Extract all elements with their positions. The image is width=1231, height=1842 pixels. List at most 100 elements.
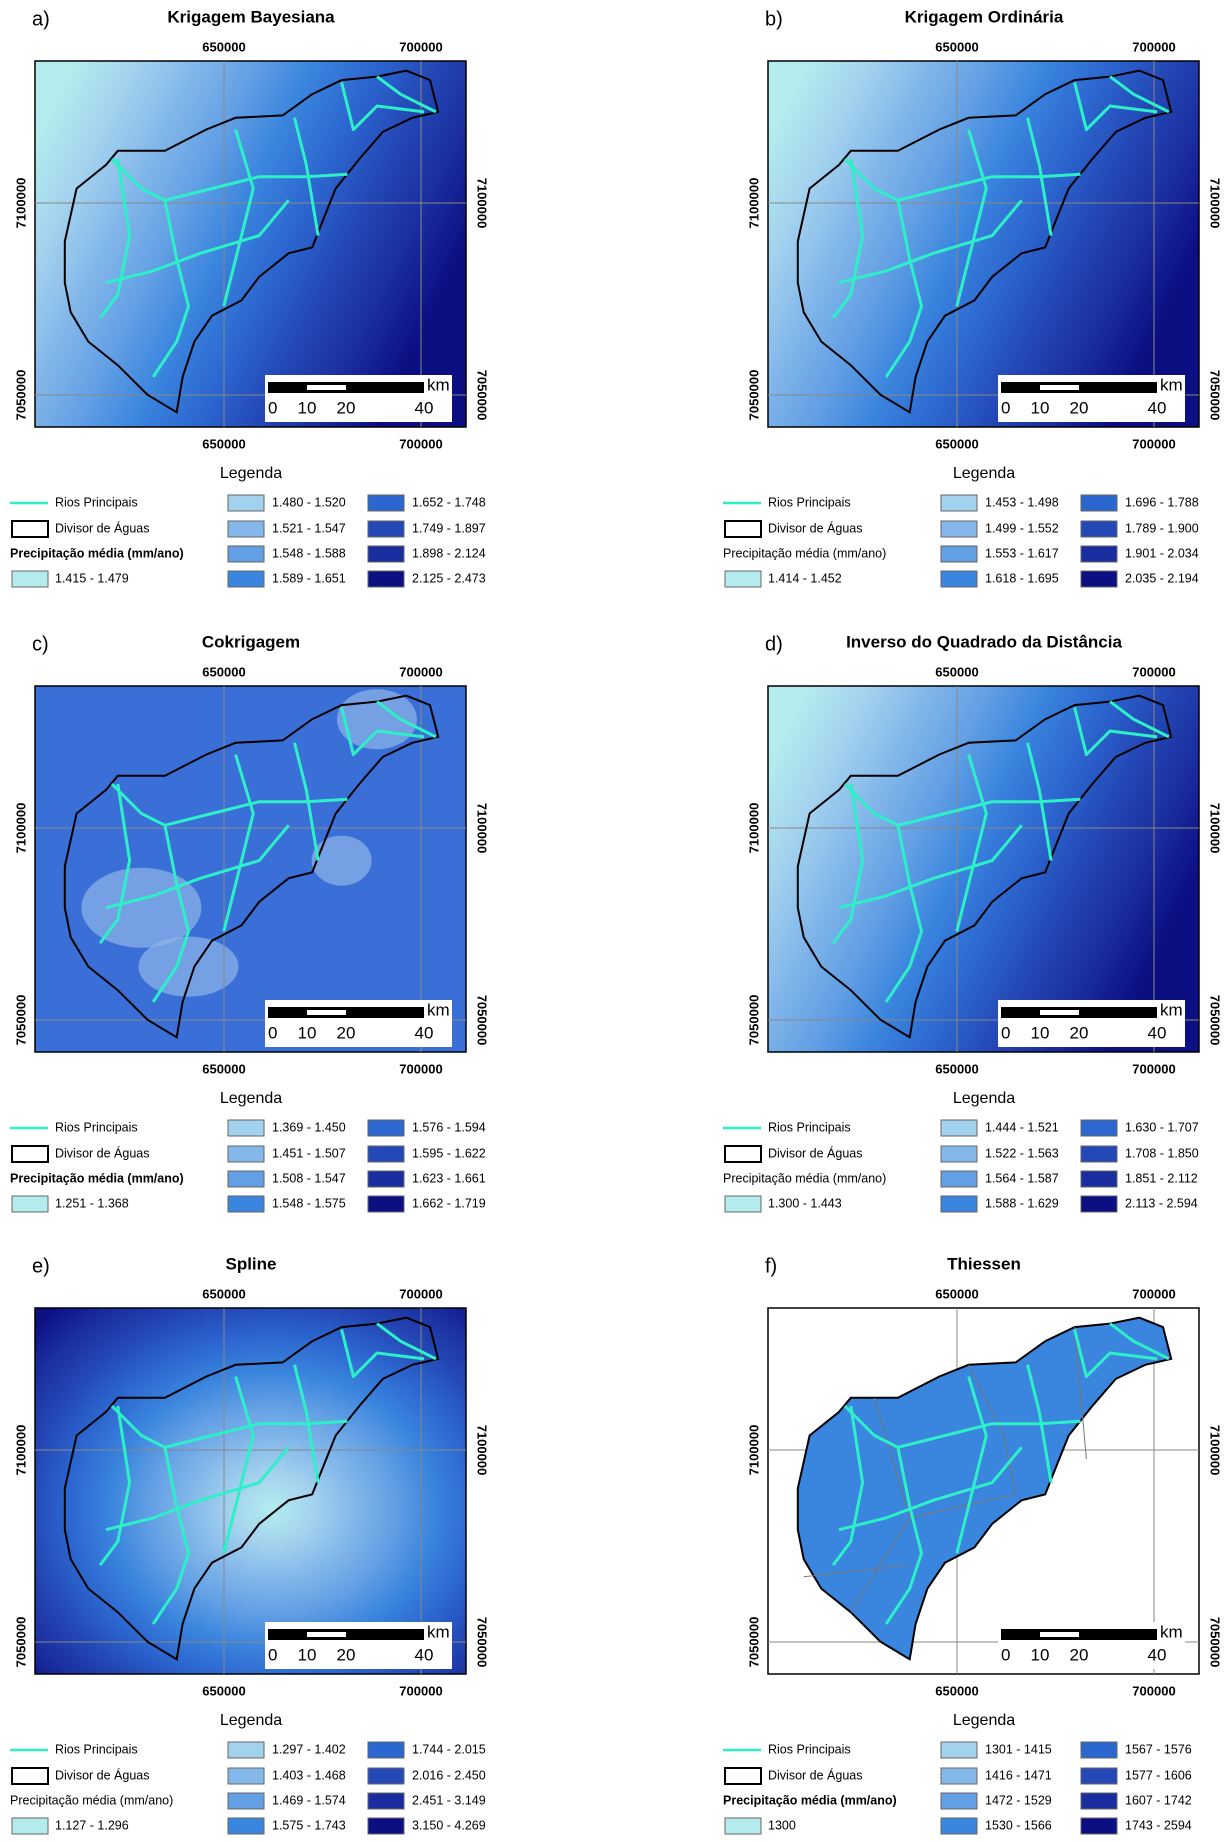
y-tick-label: 7100000: [13, 1425, 28, 1476]
y-tick-label: 7050000: [13, 995, 28, 1046]
legend-swatch: [940, 1792, 978, 1810]
y-tick-label: 7050000: [746, 1617, 761, 1668]
map-title: Spline: [225, 1254, 276, 1273]
map-panel: f) Thiessen 650000 650000 700000 700000 710000…: [723, 1254, 1223, 1835]
legend-label: 1472 - 1529: [985, 1793, 1052, 1807]
legend-swatch: [1080, 1817, 1118, 1835]
legend-swatch: [1080, 1767, 1118, 1785]
x-tick-label: 650000: [935, 664, 978, 679]
legend-swatch: [940, 570, 978, 588]
scale-label: 0: [1001, 1023, 1010, 1042]
legend-label: 2.125 - 2.473: [412, 571, 486, 585]
river: [838, 1446, 1023, 1532]
scale-bar-segment: [307, 385, 346, 390]
river: [340, 707, 425, 757]
legend-label: Rios Principais: [768, 495, 851, 509]
legend-label: Divisor de Águas: [768, 520, 863, 535]
scale-label: 40: [415, 1645, 434, 1664]
river: [110, 782, 348, 827]
river: [843, 157, 1081, 202]
watershed: [796, 69, 1173, 414]
map-blob: [138, 936, 239, 997]
legend-swatch: [724, 1817, 762, 1835]
legend-label: 1607 - 1742: [1125, 1793, 1192, 1807]
legend-label: 1567 - 1576: [1125, 1742, 1192, 1756]
river: [98, 1405, 132, 1567]
panel-letter: b): [765, 8, 783, 30]
scale-unit: km: [1160, 375, 1183, 394]
scale-label: 0: [268, 398, 277, 417]
legend-divide-swatch: [11, 1145, 49, 1163]
river: [222, 1376, 255, 1554]
legend-swatch: [227, 570, 265, 588]
legend-label: Rios Principais: [768, 1120, 851, 1134]
legend-title: Legenda: [220, 1712, 282, 1729]
legend-swatch: [11, 1195, 49, 1213]
scale-label: 10: [298, 1023, 317, 1042]
legend-label: 1.595 - 1.622: [412, 1146, 486, 1160]
y-tick-label: 7100000: [13, 178, 28, 229]
x-tick-label: 650000: [202, 1683, 245, 1698]
legend-swatch: [11, 570, 49, 588]
legend-label: 1.575 - 1.743: [272, 1818, 346, 1832]
legend-swatch: [227, 1741, 265, 1759]
river: [105, 824, 290, 910]
map-title: Inverso do Quadrado da Distância: [846, 632, 1122, 651]
panel-letter: e): [32, 1255, 50, 1277]
map-frame: [34, 60, 467, 428]
river: [838, 199, 1023, 285]
legend-label: 1.789 - 1.900: [1125, 521, 1199, 535]
y-tick-label: 7050000: [746, 370, 761, 421]
legend-label: 2.451 - 3.149: [412, 1793, 486, 1807]
legend-label: Precipitação média (mm/ano): [10, 546, 184, 560]
legend-label: 2.113 - 2.594: [1125, 1196, 1198, 1210]
x-tick-label: 700000: [1132, 436, 1175, 451]
panel-letter: d): [765, 633, 783, 655]
river: [98, 783, 132, 945]
legend-label: 2.016 - 2.450: [412, 1768, 486, 1782]
legend-label: Rios Principais: [55, 1120, 138, 1134]
legend-title: Legenda: [953, 465, 1015, 482]
river: [1109, 1322, 1170, 1361]
legend-label: Divisor de Águas: [55, 520, 150, 535]
legend-label: 1.480 - 1.520: [272, 495, 346, 509]
legend-swatch: [1080, 520, 1118, 538]
legend-label: 1577 - 1606: [1125, 1768, 1192, 1782]
river: [98, 158, 132, 320]
legend-label: Divisor de Águas: [55, 1767, 150, 1782]
legend-label: 2.035 - 2.194: [1125, 571, 1199, 585]
river: [838, 824, 1023, 910]
scale-unit: km: [1160, 1622, 1183, 1641]
scale-bar-segment: [1040, 1010, 1079, 1015]
watershed: [63, 69, 440, 414]
legend-swatch: [227, 1195, 265, 1213]
map-title: Krigagem Bayesiana: [167, 7, 335, 26]
legend-label: 1.451 - 1.507: [272, 1146, 346, 1160]
y-tick-label: 7100000: [475, 1425, 490, 1476]
legend-label: Rios Principais: [55, 1742, 138, 1756]
legend-swatch: [367, 570, 405, 588]
legend-label: 1.499 - 1.552: [985, 521, 1059, 535]
y-tick-label: 7100000: [1208, 803, 1223, 854]
x-tick-label: 650000: [202, 1286, 245, 1301]
legend-label: 1.297 - 1.402: [272, 1742, 346, 1756]
legend: Legenda Rios Principais Divisor de Águas Pr…: [10, 465, 486, 588]
river: [293, 1364, 320, 1483]
panel-letter: f): [765, 1255, 777, 1277]
legend-swatch: [367, 520, 405, 538]
legend-label: 1.369 - 1.450: [272, 1120, 346, 1134]
map-title: Cokrigagem: [202, 632, 300, 651]
scale-label: 40: [415, 398, 434, 417]
river: [884, 1447, 923, 1625]
legend-swatch: [367, 1170, 405, 1188]
river: [105, 1446, 290, 1532]
legend-label: Divisor de Águas: [55, 1145, 150, 1160]
legend-swatch: [227, 1767, 265, 1785]
y-tick-label: 7050000: [746, 995, 761, 1046]
scale-label: 20: [1070, 1023, 1089, 1042]
legend-swatch: [1080, 1195, 1118, 1213]
watershed: [63, 1316, 440, 1661]
river: [884, 825, 923, 1003]
thiessen-edge: [803, 1564, 910, 1578]
panel-letter: c): [32, 633, 49, 655]
